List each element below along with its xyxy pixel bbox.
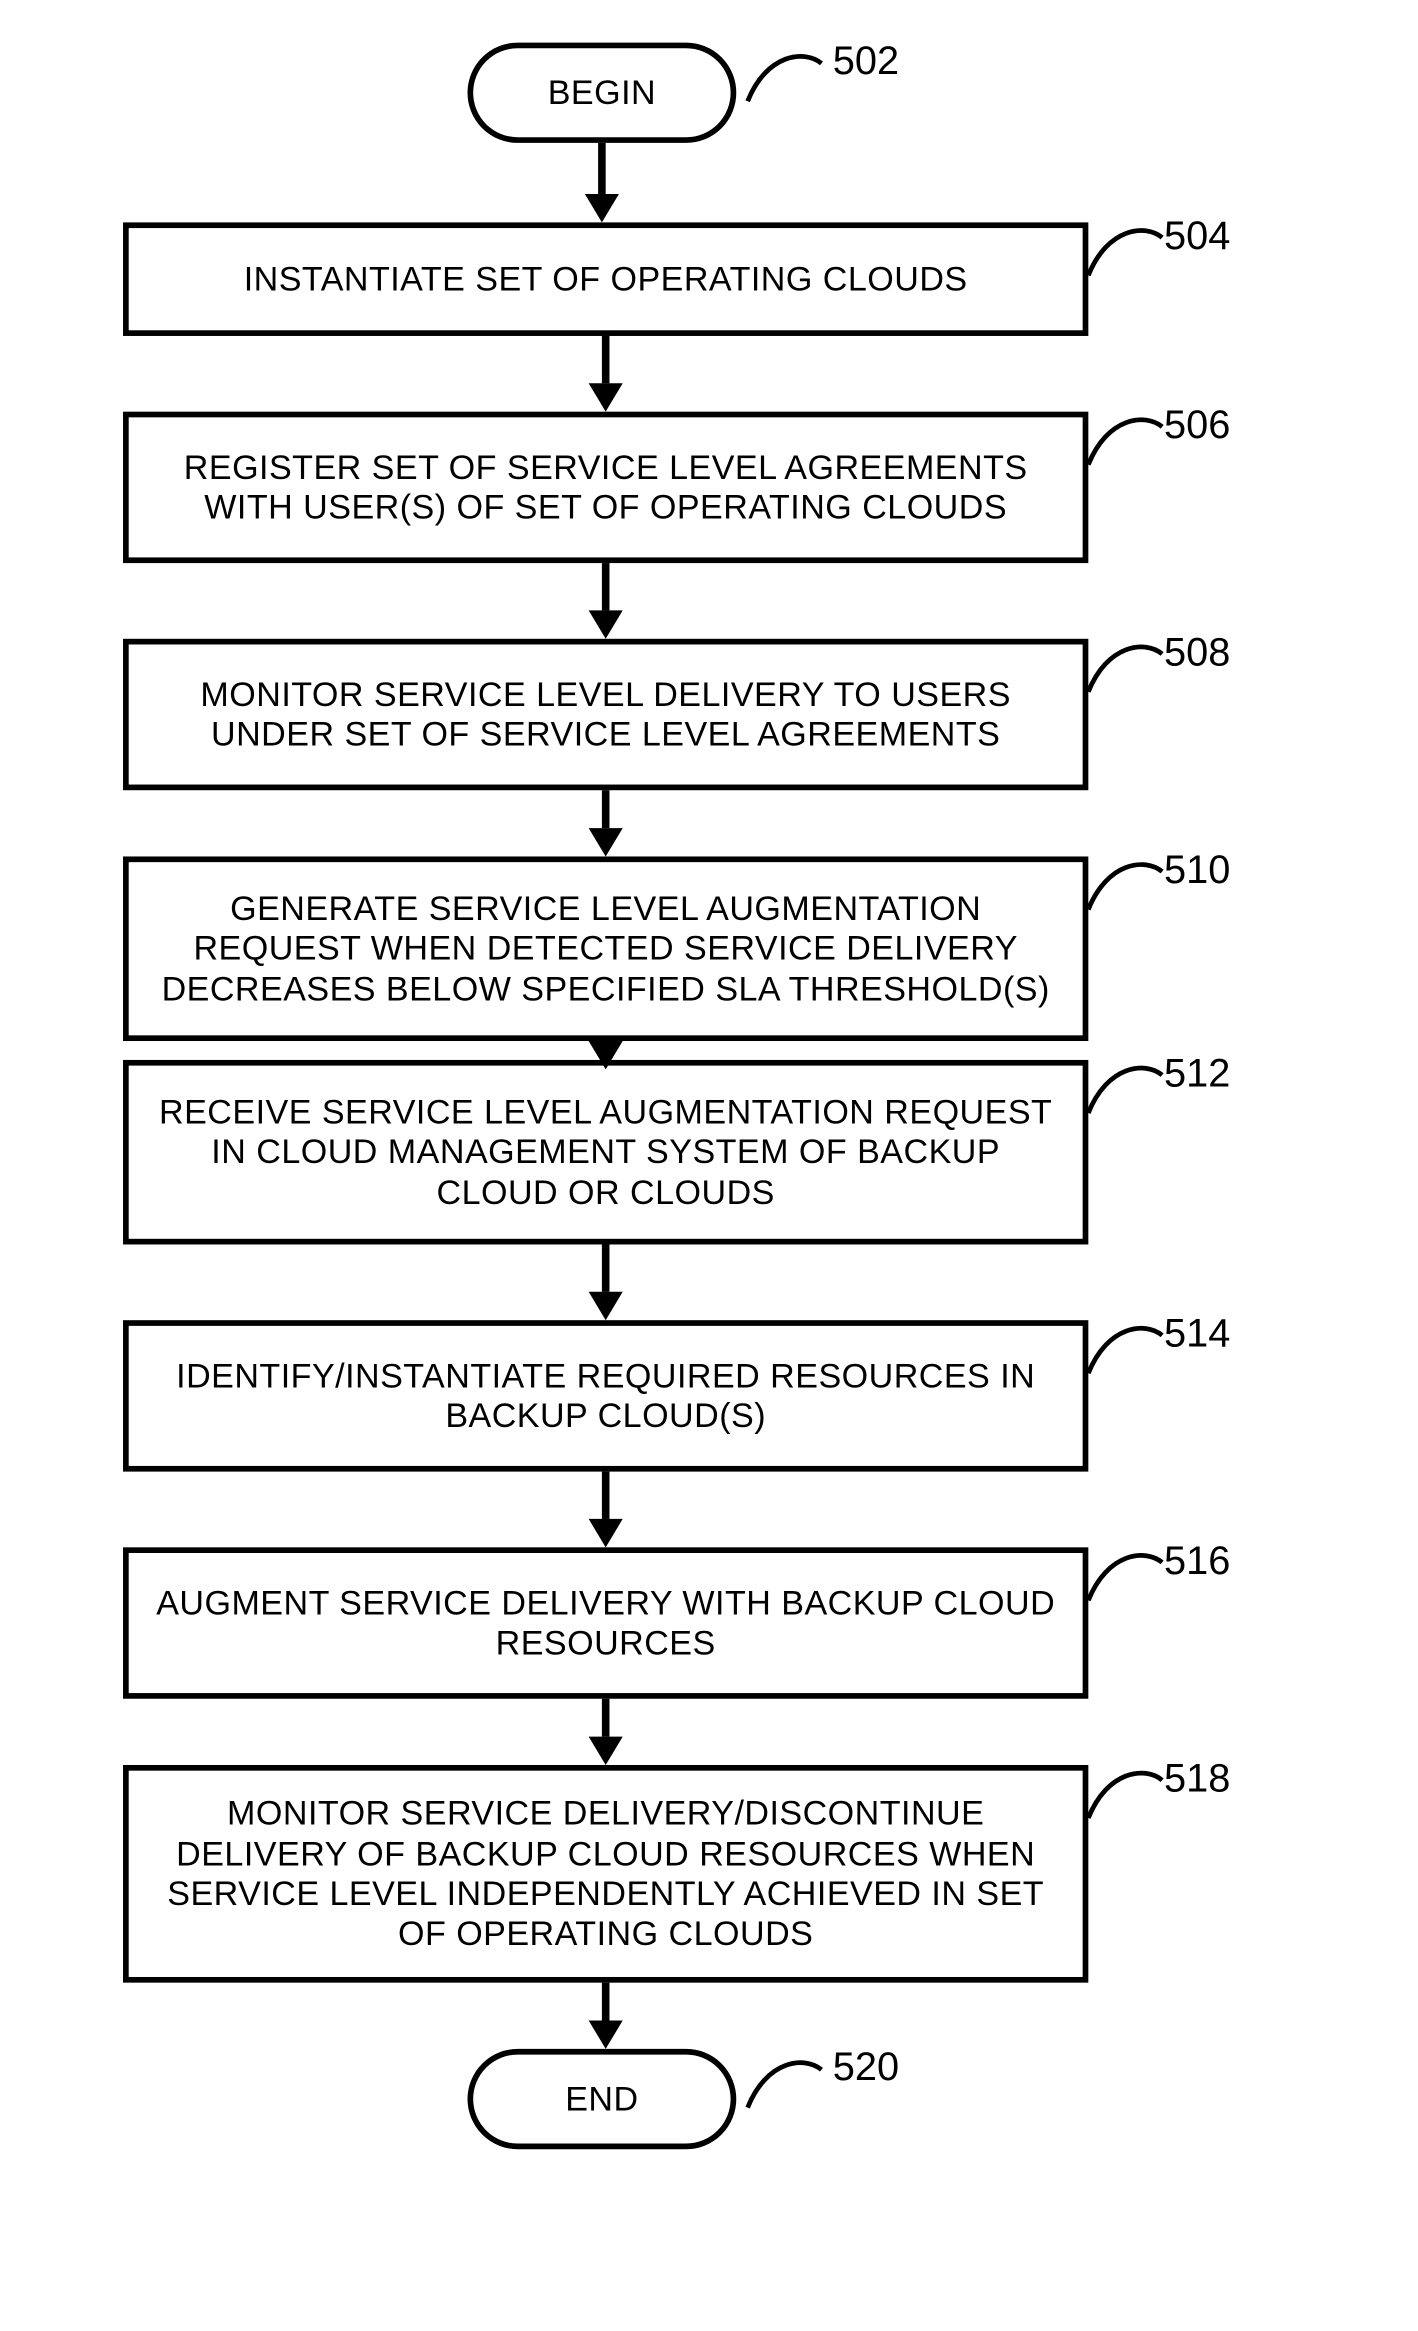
leader-curve-504 — [1088, 219, 1164, 285]
flowchart-node-text: INSTANTIATE SET OF OPERATING CLOUDS — [244, 259, 968, 299]
flowchart-node-506: REGISTER SET OF SERVICE LEVEL AGREEMENTS… — [123, 412, 1088, 563]
flowchart-arrowhead — [589, 1519, 623, 1547]
flowchart-arrowhead — [589, 383, 623, 411]
leader-curve-514 — [1088, 1316, 1164, 1382]
flowchart-arrowhead — [585, 194, 619, 222]
leader-curve-518 — [1088, 1761, 1164, 1827]
flowchart-edge — [602, 1699, 610, 1737]
leader-curve-512 — [1088, 1056, 1164, 1122]
flowchart-ref-label-512: 512 — [1164, 1050, 1230, 1095]
flowchart-canvas: BEGIN 502 INSTANTIATE SET OF OPERATING CLO… — [0, 0, 1315, 2206]
flowchart-node-text: REGISTER SET OF SERVICE LEVEL AGREEMENTS… — [148, 447, 1064, 527]
flowchart-node-text: IDENTIFY/INSTANTIATE REQUIRED RESOURCES … — [148, 1356, 1064, 1436]
flowchart-ref-label-510: 510 — [1164, 847, 1230, 892]
flowchart-edge — [602, 1472, 610, 1519]
leader-curve-508 — [1088, 635, 1164, 701]
flowchart-ref-label-502: 502 — [833, 38, 899, 83]
flowchart-ref-label-520: 520 — [833, 2044, 899, 2089]
flowchart-node-text: RECEIVE SERVICE LEVEL AUGMENTATION REQUE… — [148, 1092, 1064, 1213]
flowchart-edge — [598, 143, 606, 194]
leader-curve-516 — [1088, 1544, 1164, 1610]
leader-curve-506 — [1088, 408, 1164, 474]
flowchart-ref-label-518: 518 — [1164, 1756, 1230, 1801]
flowchart-node-512: RECEIVE SERVICE LEVEL AUGMENTATION REQUE… — [123, 1060, 1088, 1245]
flowchart-node-text: MONITOR SERVICE LEVEL DELIVERY TO USERS … — [148, 674, 1064, 754]
leader-curve-502 — [748, 44, 824, 110]
leader-curve-510 — [1088, 853, 1164, 919]
flowchart-arrowhead — [589, 1041, 623, 1069]
flowchart-edge — [602, 1983, 610, 2021]
flowchart-ref-label-504: 504 — [1164, 213, 1230, 258]
flowchart-edge — [602, 1244, 610, 1291]
flowchart-edge — [602, 336, 610, 383]
flowchart-ref-label-506: 506 — [1164, 402, 1230, 447]
flowchart-arrowhead — [589, 1292, 623, 1320]
flowchart-node-520: END — [468, 2049, 737, 2149]
flowchart-node-text: END — [565, 2079, 638, 2119]
leader-curve-520 — [748, 2051, 824, 2117]
flowchart-node-502: BEGIN — [468, 43, 737, 143]
flowchart-arrowhead — [589, 610, 623, 638]
flowchart-ref-label-516: 516 — [1164, 1538, 1230, 1583]
flowchart-node-text: GENERATE SERVICE LEVEL AUGMENTATION REQU… — [148, 888, 1064, 1009]
flowchart-node-text: MONITOR SERVICE DELIVERY/DISCONTINUE DEL… — [148, 1793, 1064, 1954]
flowchart-ref-label-508: 508 — [1164, 629, 1230, 674]
flowchart-node-510: GENERATE SERVICE LEVEL AUGMENTATION REQU… — [123, 856, 1088, 1041]
flowchart-node-516: AUGMENT SERVICE DELIVERY WITH BACKUP CLO… — [123, 1547, 1088, 1698]
flowchart-arrowhead — [589, 2021, 623, 2049]
flowchart-node-518: MONITOR SERVICE DELIVERY/DISCONTINUE DEL… — [123, 1765, 1088, 1983]
flowchart-arrowhead — [589, 828, 623, 856]
flowchart-node-text: AUGMENT SERVICE DELIVERY WITH BACKUP CLO… — [148, 1583, 1064, 1663]
flowchart-node-508: MONITOR SERVICE LEVEL DELIVERY TO USERS … — [123, 639, 1088, 790]
flowchart-edge — [602, 790, 610, 828]
flowchart-edge — [602, 563, 610, 610]
flowchart-node-text: BEGIN — [548, 73, 656, 113]
flowchart-node-514: IDENTIFY/INSTANTIATE REQUIRED RESOURCES … — [123, 1320, 1088, 1471]
flowchart-ref-label-514: 514 — [1164, 1311, 1230, 1356]
flowchart-node-504: INSTANTIATE SET OF OPERATING CLOUDS — [123, 222, 1088, 336]
flowchart-arrowhead — [589, 1737, 623, 1765]
